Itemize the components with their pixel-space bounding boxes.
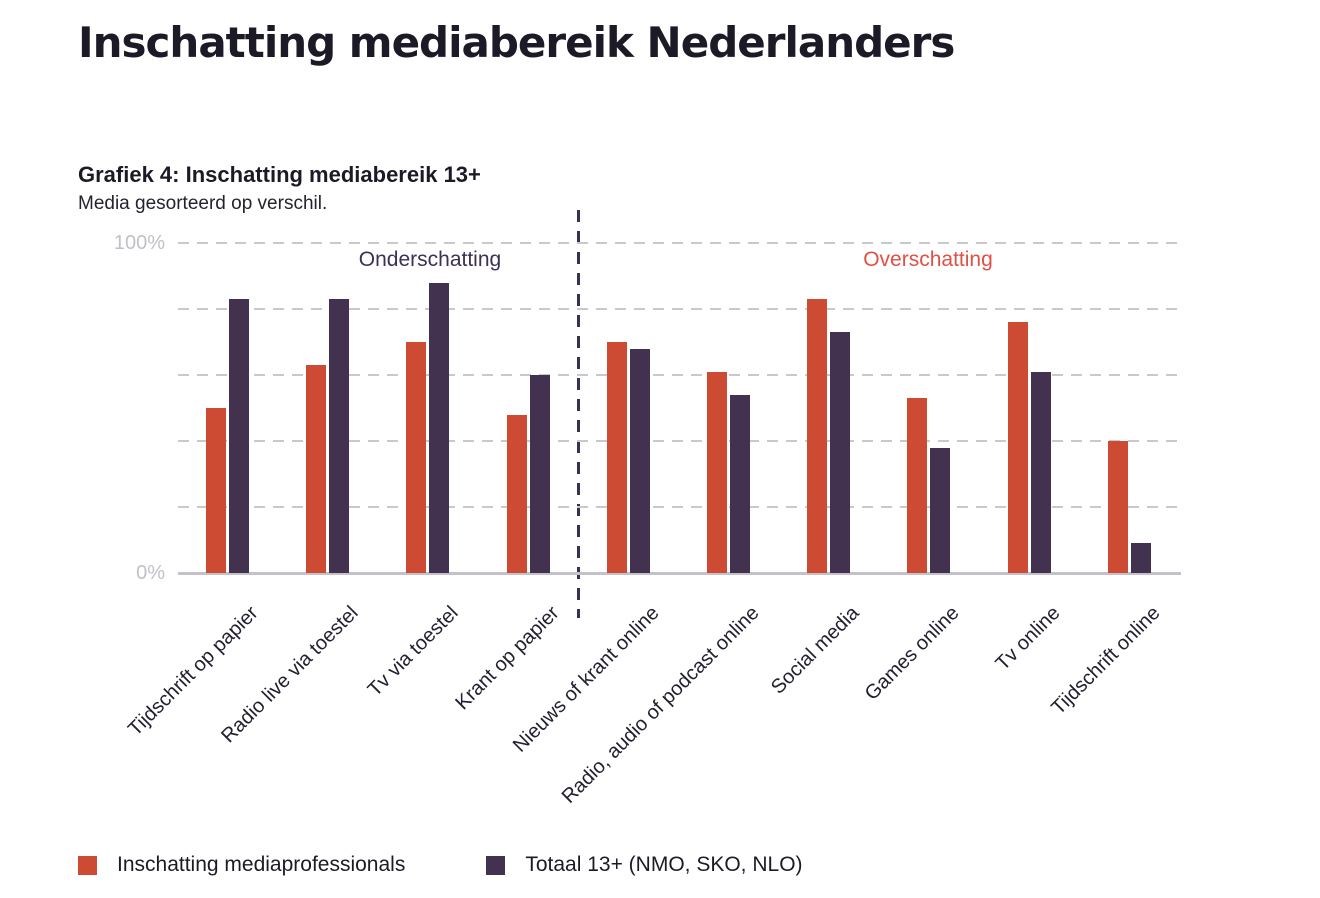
bar-mediaprofessionals xyxy=(306,365,326,573)
legend-item-totaal13plus: Totaal 13+ (NMO, SKO, NLO) xyxy=(486,853,803,877)
bar-totaal13plus xyxy=(630,349,650,573)
x-axis-label: Radio live via toestel xyxy=(217,602,363,748)
gridline-40 xyxy=(178,440,1181,442)
legend-swatch-totaal13plus-icon xyxy=(486,855,506,875)
bar-totaal13plus xyxy=(1131,543,1151,573)
chart-subheading: Media gesorteerd op verschil. xyxy=(78,193,328,214)
bar-mediaprofessionals xyxy=(607,342,627,573)
bar-mediaprofessionals xyxy=(1008,322,1028,573)
legend-label-mediaprofessionals: Inschatting mediaprofessionals xyxy=(117,853,406,876)
gridline-80 xyxy=(178,308,1181,310)
bar-totaal13plus xyxy=(329,299,349,573)
section-label-onderschatting: Onderschatting xyxy=(358,248,502,271)
x-axis-label: Nieuws of krant online xyxy=(508,602,664,757)
chart-legend: Inschatting mediaprofessionals Totaal 13… xyxy=(78,853,803,877)
bar-totaal13plus xyxy=(229,299,249,573)
section-label-overschatting: Overschatting xyxy=(863,248,993,271)
bar-mediaprofessionals xyxy=(1108,441,1128,573)
x-axis-label: Radio, audio of podcast online xyxy=(557,602,764,808)
bar-mediaprofessionals xyxy=(206,408,226,573)
x-axis-baseline xyxy=(178,572,1181,575)
bar-totaal13plus xyxy=(930,448,950,573)
gridline-60 xyxy=(178,374,1181,376)
x-axis-label: Krant op papier xyxy=(450,602,564,715)
bar-totaal13plus xyxy=(830,332,850,573)
bar-totaal13plus xyxy=(1031,372,1051,573)
bar-mediaprofessionals xyxy=(406,342,426,573)
bar-mediaprofessionals xyxy=(907,398,927,573)
legend-item-mediaprofessionals: Inschatting mediaprofessionals xyxy=(78,853,405,877)
chart-heading: Grafiek 4: Inschatting mediabereik 13+ xyxy=(78,162,481,187)
bar-totaal13plus xyxy=(730,395,750,573)
x-axis-label: Tijdschrift online xyxy=(1047,602,1165,720)
gridline-100 xyxy=(178,242,1181,244)
x-axis-label: Social media xyxy=(767,602,864,699)
legend-swatch-mediaprofessionals-icon xyxy=(78,855,97,875)
bar-totaal13plus xyxy=(530,375,550,573)
bar-mediaprofessionals xyxy=(707,372,727,573)
gridline-20 xyxy=(178,506,1181,508)
section-separator-line xyxy=(577,210,580,618)
x-axis-label: Tijdschrift op papier xyxy=(124,602,263,741)
x-axis-label: Games online xyxy=(861,602,964,705)
y-axis-label-100: 100% xyxy=(113,232,165,254)
legend-label-totaal13plus: Totaal 13+ (NMO, SKO, NLO) xyxy=(525,853,803,876)
x-axis-label: Tv via toestel xyxy=(364,602,463,701)
y-axis-label-0: 0% xyxy=(136,562,165,584)
bar-totaal13plus xyxy=(429,283,449,573)
x-axis-label: Tv online xyxy=(991,602,1065,675)
bar-mediaprofessionals xyxy=(507,415,527,573)
page-title: Inschatting mediabereik Nederlanders xyxy=(78,18,955,67)
bar-mediaprofessionals xyxy=(807,299,827,573)
